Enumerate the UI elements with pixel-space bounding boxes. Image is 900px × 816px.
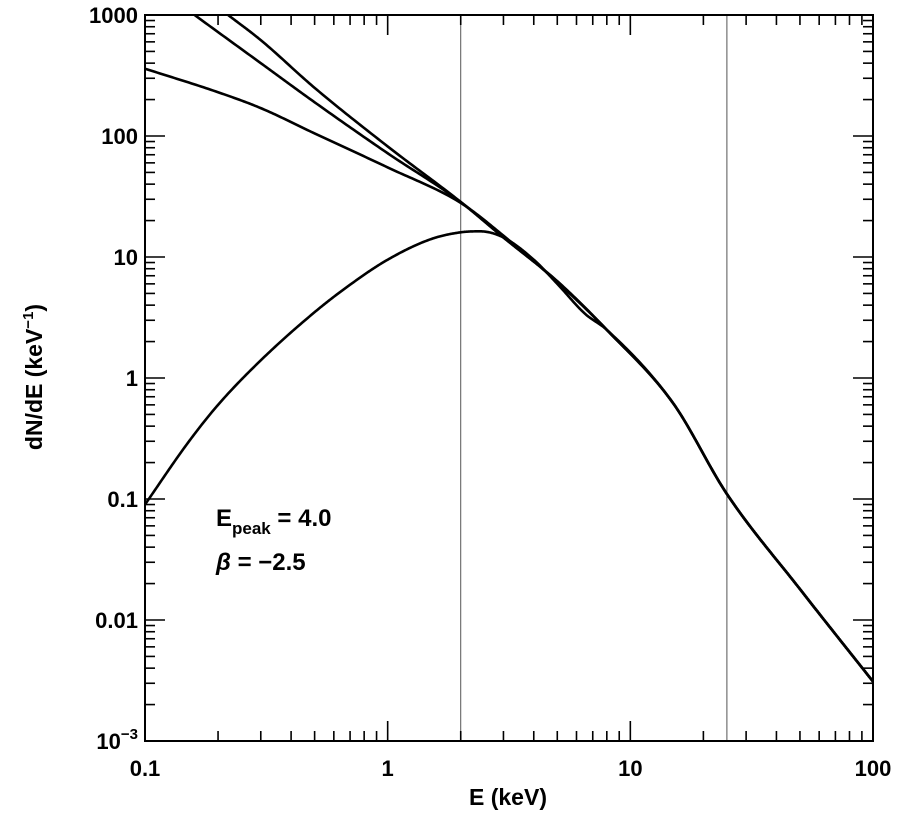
y-axis-title-main: dN/dE (keV [21, 328, 47, 450]
x-tick-label: 10 [618, 756, 642, 781]
spectrum-series [145, 15, 873, 683]
epeak-subscript: peak [232, 519, 271, 538]
x-axis-title: E (keV) [469, 784, 547, 810]
y-tick-label: 1000 [89, 3, 138, 28]
series-line-3 [145, 67, 873, 683]
tick-labels: 0.1 1 10 100 10−3 0.01 0.1 1 10 100 1000 [89, 3, 891, 781]
plot-frame [144, 14, 874, 742]
series-line-1 [193, 15, 873, 683]
y-axis-title-close: ) [21, 304, 47, 312]
epeak-symbol: E [216, 505, 232, 532]
epeak-value: = 4.0 [271, 505, 332, 532]
beta-value: = −2.5 [231, 549, 306, 576]
y-tick-label: 0.01 [95, 608, 138, 633]
y-tick-label: 100 [101, 124, 138, 149]
y-axis-title-sup: −1 [20, 312, 37, 329]
beta-symbol: β [215, 549, 231, 576]
y-tick-label: 10−3 [96, 726, 138, 754]
y-tick-label: 0.1 [107, 487, 138, 512]
series-line-4 [145, 230, 873, 683]
x-tick-label: 1 [382, 756, 394, 781]
annotation-epeak: Epeak = 4.0 [216, 505, 331, 538]
y-tick-label: 10 [114, 245, 138, 270]
axis-ticks [144, 14, 874, 742]
y-axis-title: dN/dE (keV−1) [20, 304, 47, 450]
vertical-reference-lines [460, 15, 728, 741]
y-tick-label: 1 [126, 366, 138, 391]
annotation-beta: β = −2.5 [215, 549, 306, 576]
series-line-2 [227, 15, 873, 683]
x-tick-label: 100 [855, 756, 892, 781]
x-tick-label: 0.1 [130, 756, 161, 781]
